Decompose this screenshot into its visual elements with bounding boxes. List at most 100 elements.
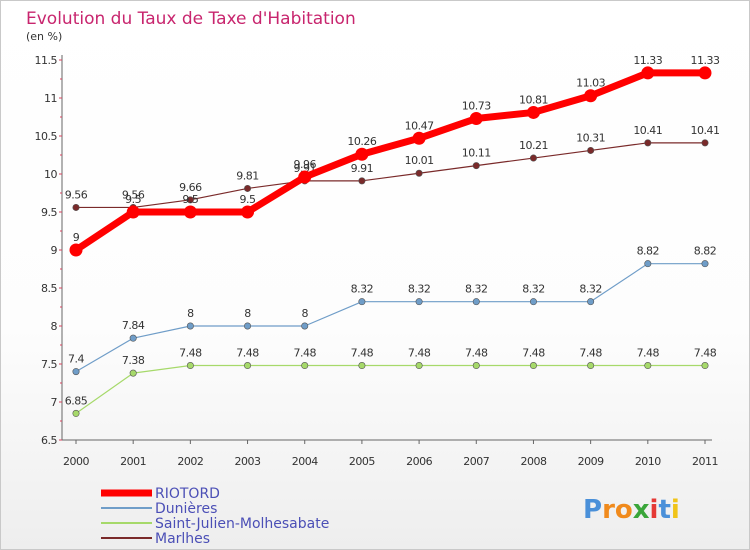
data-point [641,66,655,80]
y-tick-label: 6.5 [41,434,57,447]
legend: RIOTORDDunièresSaint-Julien-MolhesabateM… [101,486,329,547]
y-tick-label: 8.5 [41,282,57,295]
data-label: 9.91 [351,162,374,175]
data-label: 7.48 [408,347,431,360]
x-tick-label: 2008 [520,455,546,468]
data-label: 7.48 [637,347,660,360]
svg-text:Proxiti: Proxiti [583,495,680,525]
data-point [129,369,137,377]
data-point [241,205,255,219]
data-label: 8 [301,307,308,320]
x-tick-label: 2007 [463,455,489,468]
x-tick-label: 2009 [578,455,604,468]
data-label: 7.48 [522,347,545,360]
data-point [186,362,194,370]
data-point [298,170,312,184]
legend-label: RIOTORD [155,486,220,502]
data-label: 11.33 [691,54,720,67]
data-point [698,66,712,80]
data-label: 9.5 [182,193,198,206]
data-point [472,162,480,170]
data-label: 10.73 [462,100,491,113]
data-label: 10.26 [347,135,376,148]
data-label: 7.48 [694,347,717,360]
data-label: 7.48 [465,347,488,360]
data-point [529,298,537,306]
series-line [75,263,705,373]
y-tick-label: 11 [44,92,57,105]
data-point [644,139,652,147]
data-point [469,112,483,126]
data-label: 10.11 [462,147,491,160]
data-point [644,362,652,370]
data-point [526,105,540,119]
data-label: 8.32 [351,283,374,296]
y-tick-label: 10 [44,168,57,181]
data-label: 9.56 [122,188,145,201]
data-label: 10.47 [405,119,434,132]
data-label: 8.32 [408,283,431,296]
data-point [358,298,366,306]
series-saint-julien-molhesabate: 6.85 7.38 7.48 7.48 7.48 7.48 7.48 7.48 7.48 7.48… [65,347,717,417]
data-point [415,169,423,177]
data-point [701,362,709,370]
data-label: 8.32 [465,283,488,296]
data-label: 10.41 [633,124,662,137]
data-label: 10.41 [691,124,720,137]
data-point [72,203,80,211]
data-label: 7.48 [579,347,602,360]
data-label: 6.85 [65,394,88,407]
data-label: 10.21 [519,139,548,152]
data-label: 8.32 [579,283,602,296]
series-riotord: 9 9.5 9.5 9.5 9.96 10.26 10.47 10.73 10.81 11.03 1… [69,54,720,257]
data-point [301,322,309,330]
data-label: 9.96 [293,158,316,171]
series-marlhes: 9.56 9.569.669.819.91 9.9110.0110.1110.211… [65,124,720,211]
y-tick-label: 7 [51,396,58,409]
legend-label: Marlhes [155,531,210,547]
data-label: 9.56 [65,188,88,201]
x-tick-label: 2002 [177,455,203,468]
data-label: 9.5 [125,193,141,206]
data-point [415,362,423,370]
x-tick-label: 2005 [349,455,375,468]
data-point [584,89,598,103]
data-point [587,298,595,306]
proxiti-logo: Proxiti [583,495,680,525]
data-point [472,298,480,306]
y-tick-label: 7.5 [41,358,57,371]
data-point [244,184,252,192]
data-point [587,362,595,370]
data-point [529,362,537,370]
series-line [76,142,705,209]
data-label: 11.33 [633,54,662,67]
x-tick-label: 2003 [235,455,261,468]
x-tick-label: 2004 [292,455,318,468]
y-tick-label: 8 [51,320,58,333]
data-point [529,154,537,162]
chart-subtitle: (en %) [26,30,62,43]
data-point [183,205,197,219]
data-point [587,146,595,154]
data-label: 7.48 [236,347,259,360]
data-point [358,362,366,370]
data-label: 7.48 [351,347,374,360]
data-label: 7.4 [68,353,84,366]
x-tick-label: 2010 [635,455,661,468]
data-label: 7.38 [122,354,145,367]
x-tick-label: 2006 [406,455,432,468]
data-label: 9 [73,231,80,244]
series-duni-res: 7.4 7.84 8 8 8 8.32 8.32 8.32 8.32 8.32 8.82 8.82 [68,245,717,376]
data-point [644,260,652,268]
data-label: 7.84 [122,319,145,332]
data-point [701,260,709,268]
data-label: 10.31 [576,131,605,144]
data-point [412,131,426,145]
y-tick-label: 11.5 [35,54,58,67]
x-tick-label: 2000 [63,455,89,468]
series-layer: 9.56 9.569.669.819.91 9.9110.0110.1110.211… [65,54,720,417]
data-point [301,362,309,370]
data-point [355,147,369,161]
